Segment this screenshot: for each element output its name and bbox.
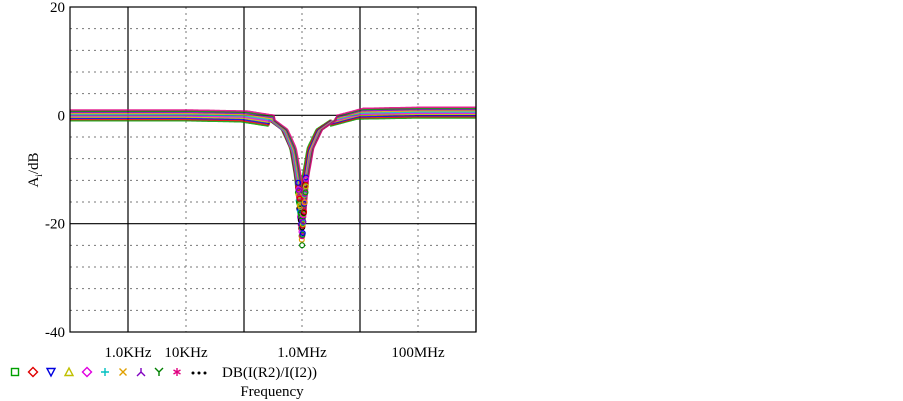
series-line bbox=[70, 117, 476, 218]
y-tick-labels: 20 0 -20 -40 bbox=[45, 0, 65, 341]
series-line bbox=[70, 107, 476, 227]
asterisk-marker-icon bbox=[173, 368, 181, 376]
data-marker bbox=[299, 230, 306, 237]
data-marker bbox=[301, 199, 308, 206]
legend bbox=[10, 366, 207, 378]
data-marker bbox=[295, 179, 302, 186]
series-line bbox=[70, 116, 476, 225]
series-line bbox=[70, 114, 476, 229]
grid bbox=[69, 7, 477, 332]
y-tick-label: 0 bbox=[58, 108, 66, 124]
plot-frame bbox=[69, 6, 477, 333]
x-tick-label: 1.0MHz bbox=[277, 345, 327, 361]
data-marker bbox=[301, 208, 308, 215]
series-line bbox=[70, 110, 476, 228]
square-marker-icon bbox=[10, 367, 20, 377]
x-axis-label: Frequency bbox=[240, 384, 304, 400]
x-tick-label: 10KHz bbox=[164, 345, 208, 361]
dots-marker-icon bbox=[203, 371, 207, 375]
x-tick-labels: 1.0KHz 10KHz 1.0MHz 100MHz bbox=[104, 345, 445, 361]
legend-label: DB(I(R2)/I(I2)) bbox=[222, 365, 317, 381]
data-marker bbox=[302, 189, 309, 196]
series-line bbox=[70, 111, 476, 237]
series-layer bbox=[70, 106, 476, 249]
x-tick-label: 1.0KHz bbox=[104, 345, 151, 361]
y-axis-label-sub: i bbox=[34, 174, 44, 177]
y-tick-label: -40 bbox=[45, 325, 65, 341]
data-marker bbox=[303, 176, 310, 183]
y-axis-label-unit: /dB bbox=[26, 152, 42, 174]
triangle-down-marker-icon bbox=[45, 367, 57, 378]
series-line bbox=[70, 108, 476, 227]
x-marker-icon bbox=[119, 368, 127, 376]
series-line bbox=[70, 112, 476, 235]
series-line bbox=[70, 113, 476, 229]
data-marker bbox=[296, 195, 303, 202]
data-marker bbox=[302, 183, 309, 190]
data-marker bbox=[300, 218, 307, 225]
diamond-marker-icon bbox=[27, 366, 39, 378]
dots-marker-icon bbox=[191, 371, 195, 375]
plus-marker-icon bbox=[101, 368, 109, 376]
y-tick-label: -20 bbox=[45, 217, 65, 233]
data-marker bbox=[299, 242, 306, 249]
diamond-marker-icon bbox=[81, 366, 93, 378]
y-axis-label: Ai/dB bbox=[26, 152, 44, 187]
y-axis-label-main: A bbox=[26, 177, 42, 188]
y-tick-label: 20 bbox=[50, 0, 65, 16]
x-tick-label: 100MHz bbox=[391, 345, 445, 361]
y-inverted-marker-icon bbox=[136, 368, 146, 377]
data-marker bbox=[295, 187, 302, 194]
triangle-up-marker-icon bbox=[63, 366, 75, 377]
series-line bbox=[70, 106, 476, 218]
y-marker-icon bbox=[154, 367, 164, 376]
dots-marker-icon bbox=[197, 371, 201, 375]
